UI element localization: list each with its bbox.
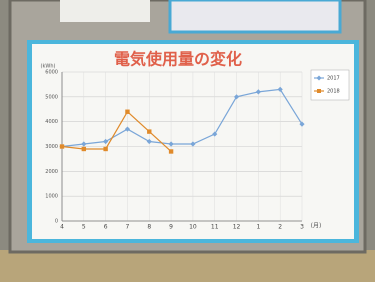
photo: 電気使用量の変化 (kWh) (月) 010002000300040005000… [0, 0, 375, 282]
point [82, 147, 86, 151]
legend-box [311, 70, 349, 100]
paper-top-left [60, 0, 150, 22]
y-tick-label: 1000 [45, 194, 58, 200]
x-axis-label: (月) [311, 223, 322, 230]
x-tick-label: 5 [82, 224, 86, 231]
y-tick-label: 6000 [45, 70, 58, 76]
legend-label: 2017 [327, 76, 340, 82]
y-tick-label: 4000 [45, 119, 58, 125]
legend-marker [317, 89, 321, 93]
x-tick-label: 10 [189, 224, 197, 231]
point [125, 110, 129, 114]
x-tick-label: 8 [147, 224, 151, 231]
x-tick-label: 4 [60, 224, 64, 231]
x-tick-label: 11 [211, 224, 219, 231]
y-tick-label: 5000 [45, 94, 58, 100]
x-tick-label: 7 [126, 224, 130, 231]
x-tick-label: 6 [104, 224, 108, 231]
point [60, 144, 64, 148]
chart-title: 電気使用量の変化 [114, 50, 242, 69]
x-tick-label: 1 [256, 224, 260, 231]
y-tick-label: 3000 [45, 144, 58, 150]
point [169, 149, 173, 153]
legend-label: 2018 [327, 89, 340, 95]
point [103, 147, 107, 151]
x-tick-label: 2 [278, 224, 282, 231]
x-tick-label: 12 [233, 224, 241, 231]
floor-ledge [0, 250, 375, 282]
y-tick-label: 2000 [45, 169, 58, 175]
paper-top-right [170, 0, 340, 32]
point [147, 129, 151, 133]
x-tick-label: 3 [300, 224, 304, 231]
y-tick-label: 0 [55, 219, 58, 225]
x-tick-label: 9 [169, 224, 173, 231]
